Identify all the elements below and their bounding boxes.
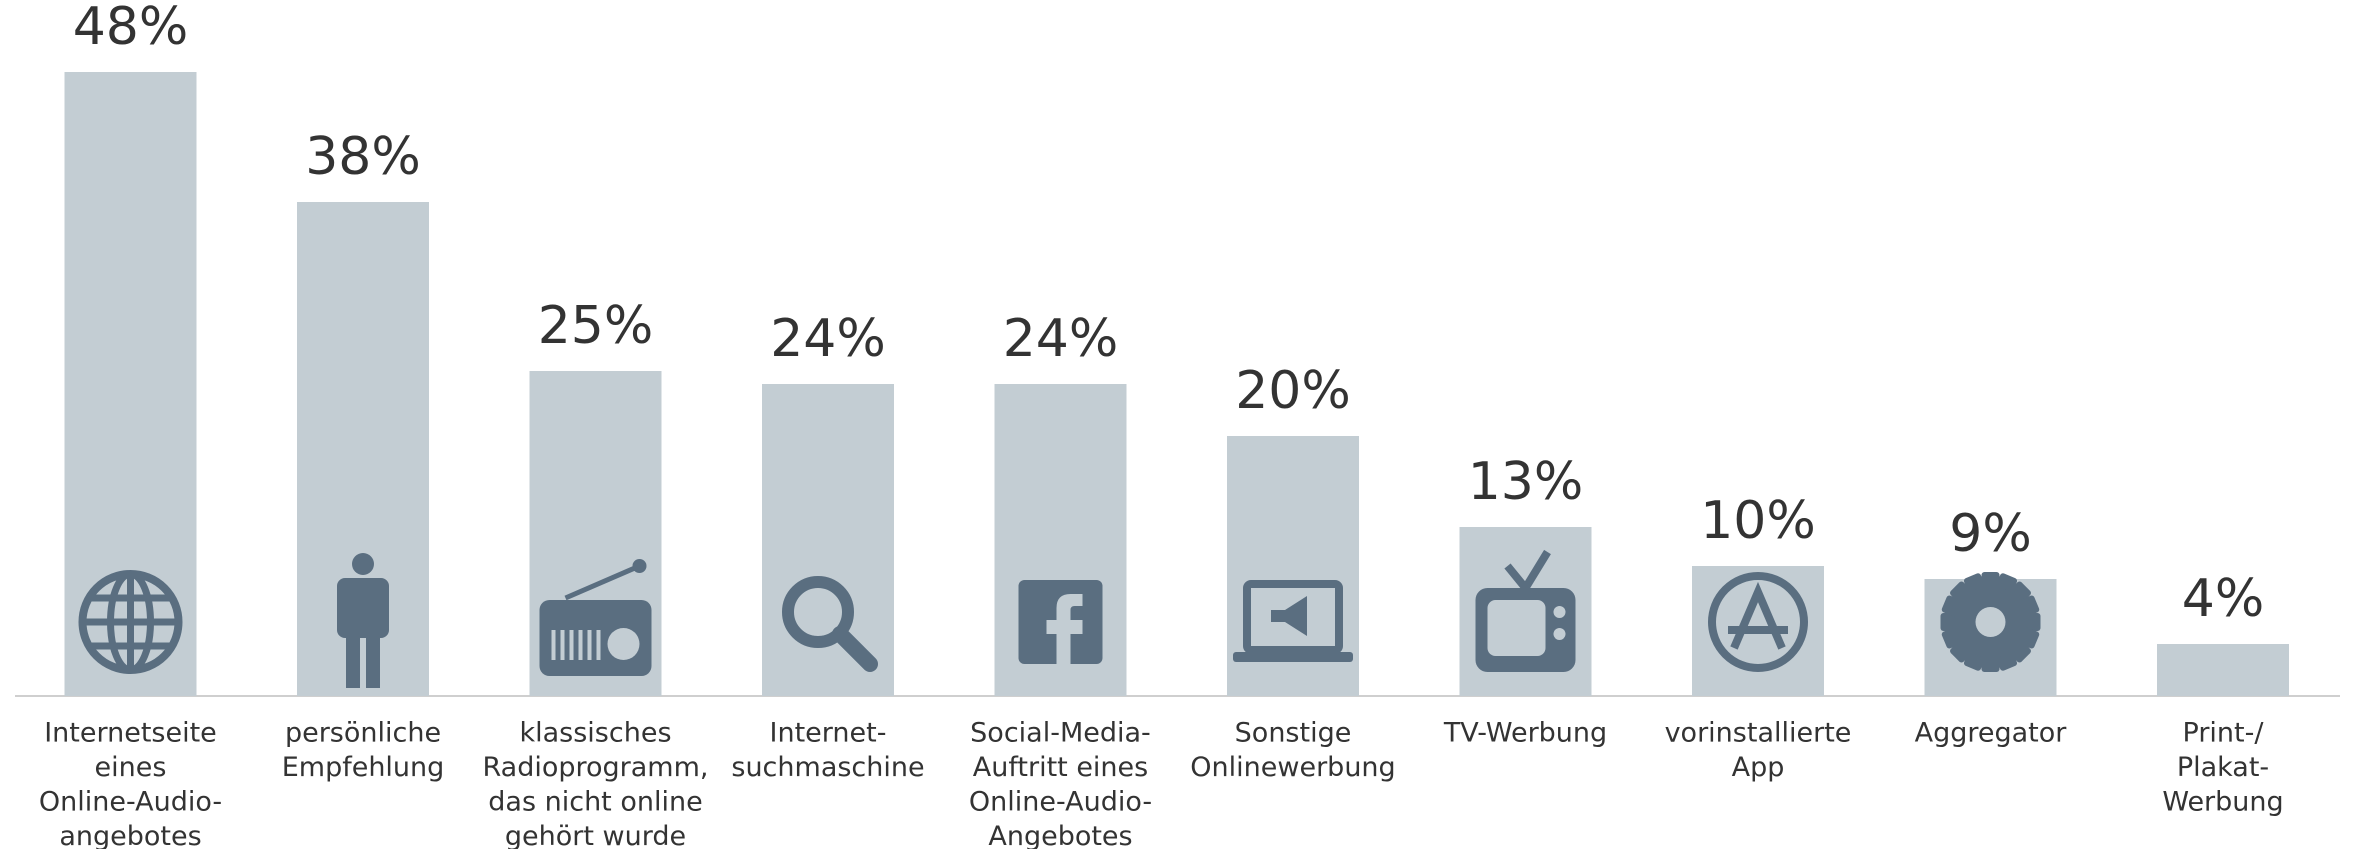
icon-part (346, 632, 360, 688)
x-tick-label: eines (95, 752, 167, 783)
icon (1475, 549, 1576, 672)
x-tick-label: vorinstallierte (1665, 718, 1852, 749)
x-tick-label: Internetseite (44, 718, 217, 749)
icon-part (1233, 652, 1353, 662)
icon-part (1271, 596, 1307, 636)
value-label: 25% (538, 296, 654, 356)
icon-part (632, 559, 647, 573)
x-tick-label: Social-Media- (970, 718, 1151, 749)
icon-part (782, 576, 854, 648)
icon-part (352, 553, 374, 575)
icon-part (551, 630, 556, 660)
icon-part (337, 578, 389, 638)
icon (1940, 572, 2041, 672)
value-label: 24% (770, 309, 886, 369)
x-tick-label: klassisches (519, 718, 671, 749)
value-label: 38% (305, 127, 421, 187)
x-tick-label: Angebotes (988, 821, 1132, 849)
bar (762, 384, 894, 696)
x-tick-label: Sonstige (1235, 718, 1352, 749)
value-label: 4% (2182, 569, 2265, 629)
icon (78, 570, 183, 674)
icon-part (1487, 600, 1546, 656)
icon-part (832, 626, 878, 672)
x-tick-label: suchmaschine (731, 752, 924, 783)
icon (1018, 580, 1103, 664)
icon (1708, 572, 1808, 672)
x-tick-label: das nicht online (488, 787, 702, 818)
icon-part (569, 630, 574, 660)
x-tick-label: Empfehlung (282, 752, 445, 783)
value-label: 48% (73, 0, 189, 57)
x-tick-label: Print-/ (2183, 718, 2265, 749)
x-tick-label: Radioprogramm, (482, 752, 708, 783)
icon-part (587, 630, 592, 660)
icon-part (564, 563, 641, 601)
icon-part (596, 630, 601, 660)
x-tick-label: angebotes (59, 821, 201, 849)
value-label: 24% (1003, 309, 1119, 369)
icon (539, 559, 652, 676)
icon (782, 576, 878, 672)
x-tick-label: Internet- (770, 718, 887, 749)
icon-part (1553, 606, 1566, 618)
x-tick-label: Online-Audio- (39, 787, 222, 818)
bar (2157, 644, 2289, 696)
x-tick-label: Aggregator (1915, 718, 2068, 749)
x-tick-label: Online-Audio- (969, 787, 1152, 818)
x-tick-label: Plakat- (2177, 752, 2269, 783)
x-tick-label: persönliche (285, 718, 441, 749)
value-label: 9% (1949, 504, 2032, 564)
icon-part (1243, 580, 1343, 654)
icon-part (1553, 628, 1566, 640)
icon-part (607, 628, 640, 660)
icon-part (1046, 594, 1083, 664)
icon-part (366, 632, 380, 688)
icon-part (1975, 607, 2006, 637)
icon-part (1728, 581, 1788, 650)
x-tick-label: gehört wurde (505, 821, 686, 849)
icon-part (1708, 572, 1808, 672)
x-tick-label: Werbung (2162, 787, 2283, 818)
icon (337, 553, 389, 688)
x-tick-label: Onlinewerbung (1190, 752, 1395, 783)
value-label: 13% (1468, 452, 1584, 512)
icon (1233, 580, 1353, 662)
x-tick-label: App (1732, 752, 1785, 783)
value-label: 20% (1235, 361, 1351, 421)
x-tick-label: TV-Werbung (1443, 718, 1607, 749)
icon-part (578, 630, 583, 660)
x-tick-label: Auftritt eines (973, 752, 1148, 783)
icon-part (560, 630, 565, 660)
value-label: 10% (1700, 491, 1816, 551)
